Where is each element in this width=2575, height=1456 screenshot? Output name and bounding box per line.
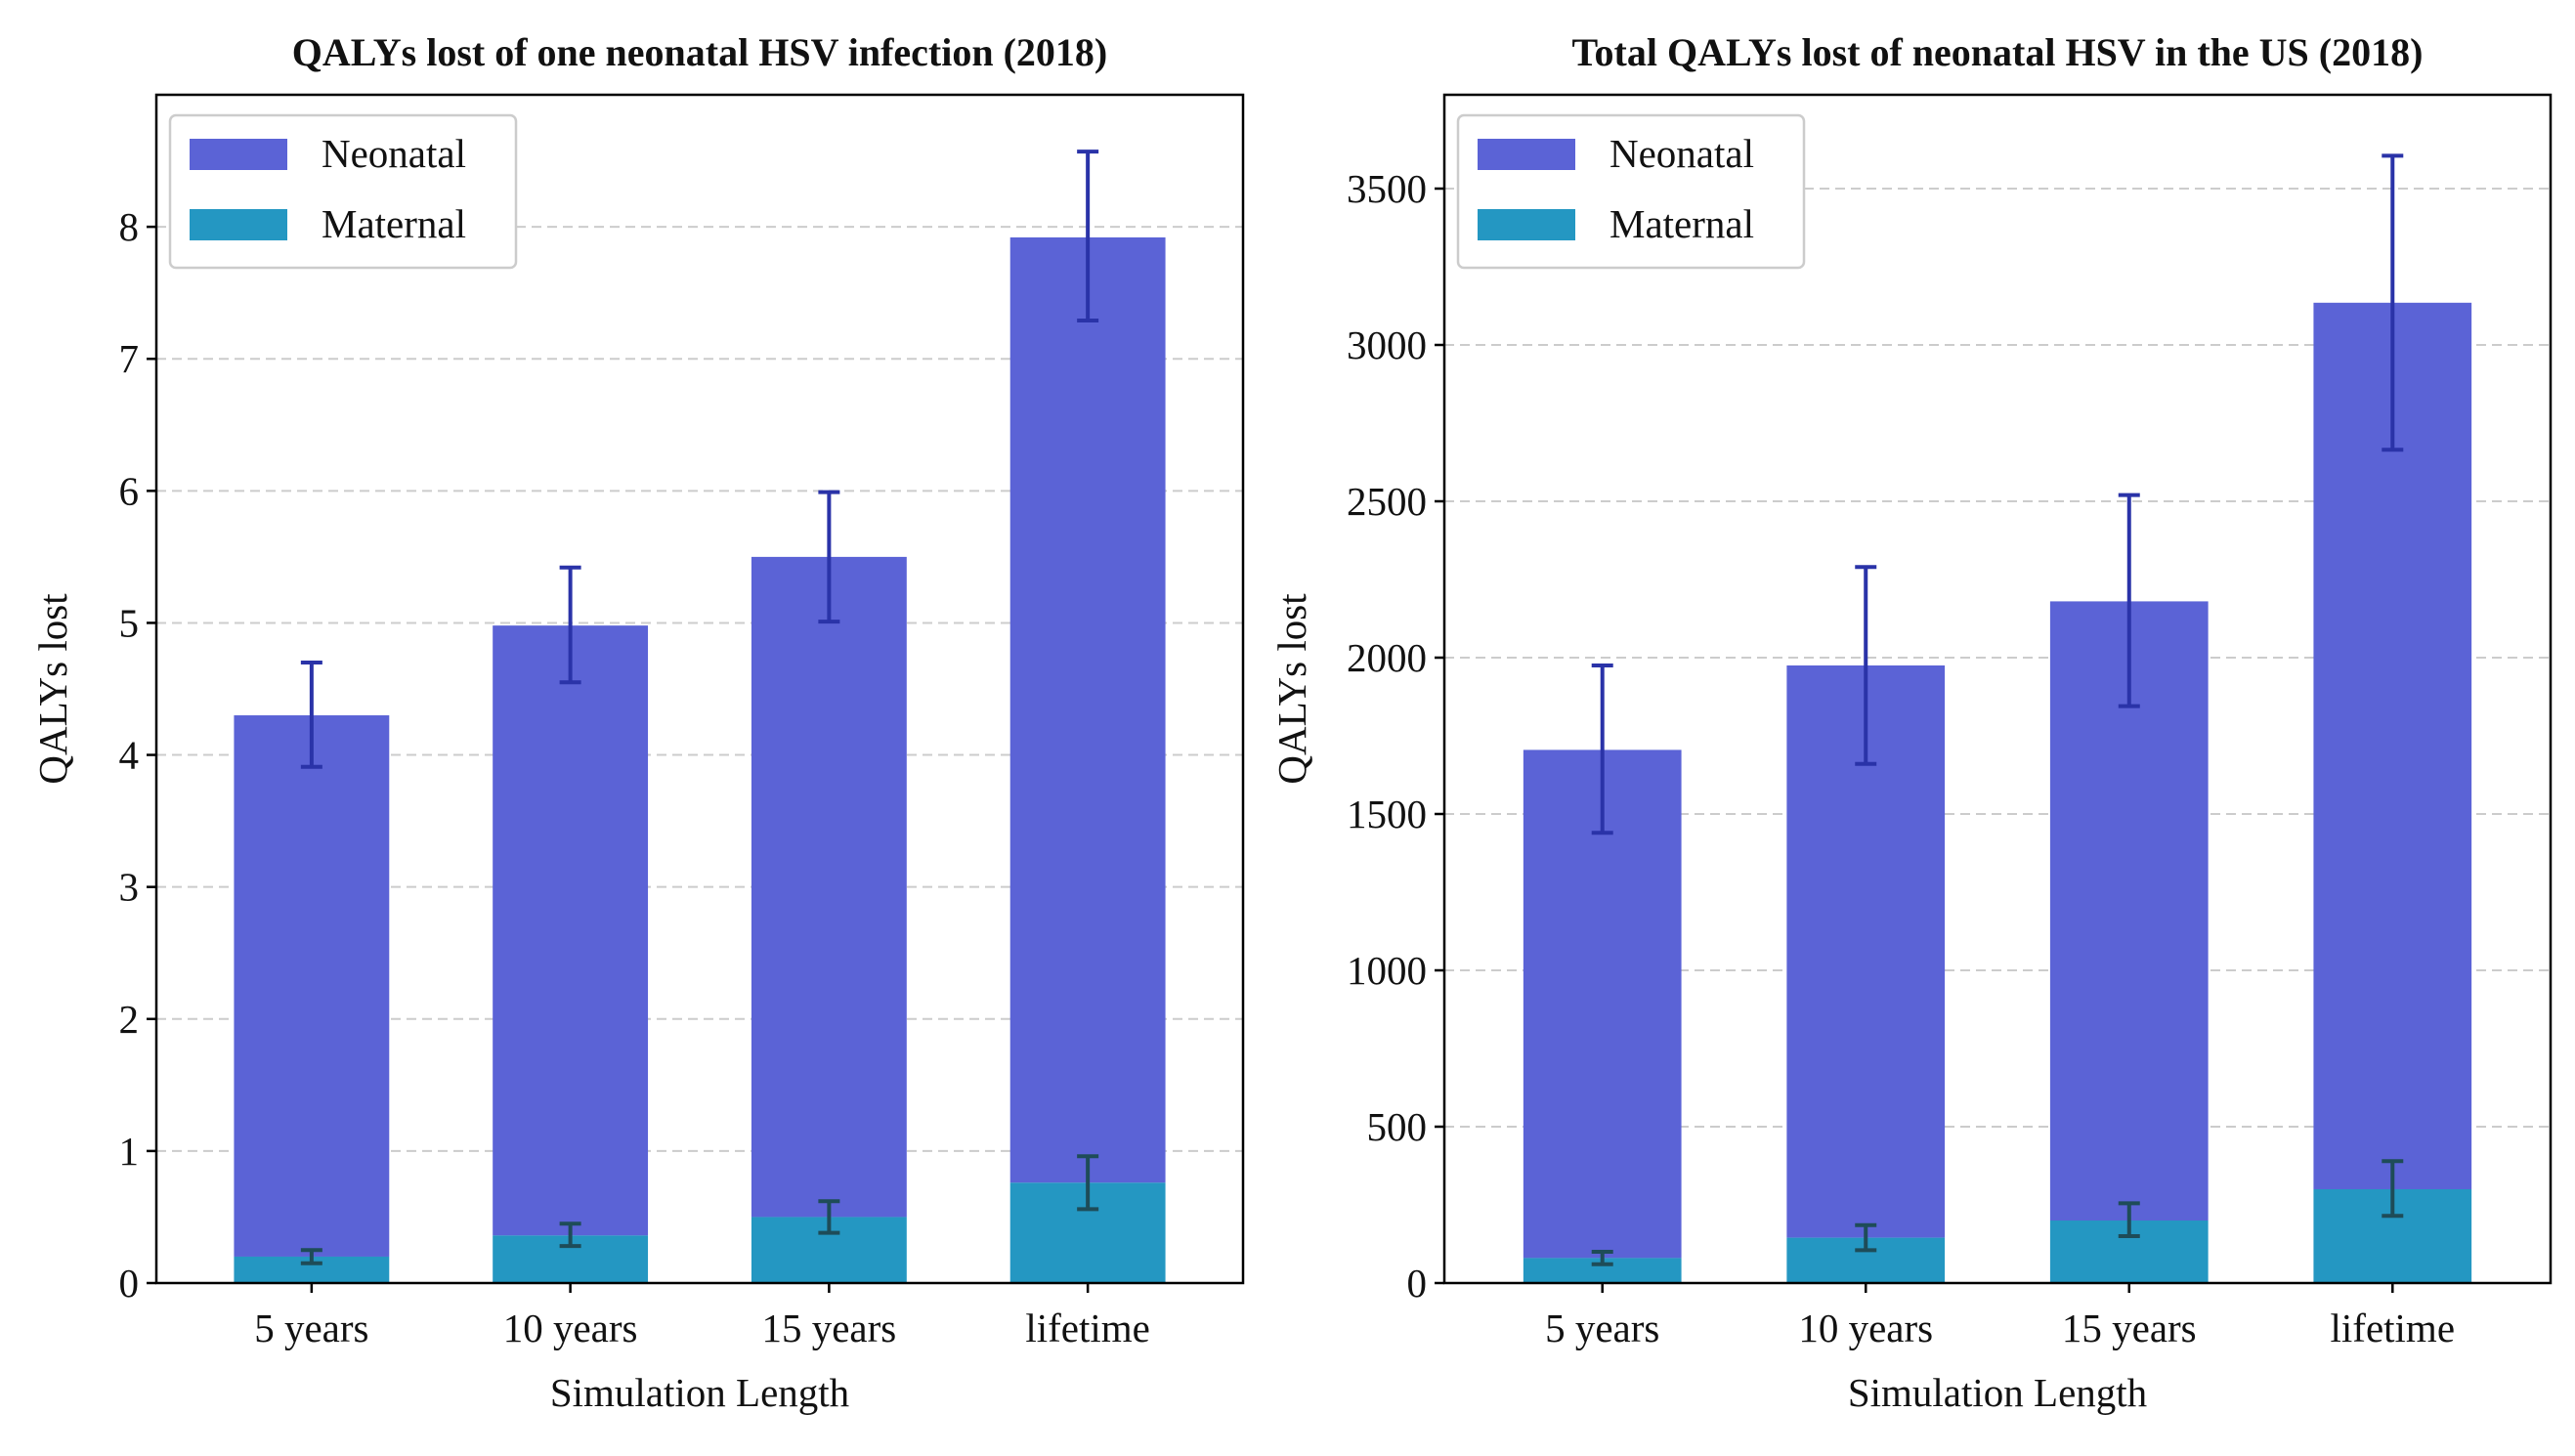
chart-panel-2: 0 500 1000 1500 2000 2500 3000 3500 5 years 10 ye… <box>1269 30 2553 1415</box>
x-tick-label: lifetime <box>1025 1306 1150 1350</box>
y-tick-label: 2500 <box>1347 479 1427 524</box>
x-tick-label: 10 years <box>1798 1306 1933 1350</box>
x-tick-label: 5 years <box>1545 1306 1659 1350</box>
y-tick-label: 1500 <box>1347 792 1427 836</box>
y-tick-label: 8 <box>119 204 140 249</box>
y-tick-label: 0 <box>1407 1261 1428 1306</box>
y-tick-label: 500 <box>1367 1104 1428 1149</box>
chart-title: Total QALYs lost of neonatal HSV in the … <box>1572 30 2424 74</box>
y-tick-label: 0 <box>119 1261 140 1306</box>
legend-label-maternal: Maternal <box>322 201 466 246</box>
plot-frame <box>154 93 1245 1285</box>
x-tick-label: 10 years <box>503 1306 638 1350</box>
y-axis-label: QALYs lost <box>1269 593 1314 785</box>
x-axis-label: Simulation Length <box>550 1370 849 1415</box>
legend-swatch-maternal <box>1478 209 1575 240</box>
y-tick-label: 4 <box>119 733 140 778</box>
y-axis-label: QALYs lost <box>30 593 75 785</box>
chart-title: QALYs lost of one neonatal HSV infection… <box>292 30 1108 74</box>
legend-label-maternal: Maternal <box>1609 201 1754 246</box>
y-tick-label: 7 <box>119 336 140 381</box>
x-tick-label: 15 years <box>2062 1306 2197 1350</box>
x-axis-label: Simulation Length <box>1848 1370 2147 1415</box>
plot-frame <box>1442 93 2553 1285</box>
y-tick-label: 5 <box>119 600 140 645</box>
legend-label-neonatal: Neonatal <box>322 131 466 176</box>
legend-swatch-neonatal <box>190 139 287 170</box>
legend-swatch-neonatal <box>1478 139 1575 170</box>
legend-label-neonatal: Neonatal <box>1609 131 1754 176</box>
bar-neonatal <box>751 556 907 1218</box>
y-tick-label: 3000 <box>1347 322 1427 367</box>
y-tick-label: 3 <box>119 865 140 910</box>
x-tick-label: lifetime <box>2331 1306 2456 1350</box>
y-tick-label: 2 <box>119 997 140 1042</box>
chart-panel-1: 0 1 2 3 4 5 6 7 8 5 years 10 years 15 years lifetime… <box>30 30 1245 1415</box>
bar-neonatal <box>1009 236 1166 1183</box>
x-tick-label: 15 years <box>761 1306 896 1350</box>
x-tick-label: 5 years <box>254 1306 368 1350</box>
y-tick-label: 2000 <box>1347 635 1427 680</box>
bar-neonatal <box>234 715 390 1257</box>
y-tick-label: 1000 <box>1347 948 1427 993</box>
y-tick-label: 1 <box>119 1129 140 1174</box>
legend-swatch-maternal <box>190 209 287 240</box>
bar-neonatal <box>493 625 649 1236</box>
y-tick-label: 3500 <box>1347 166 1427 211</box>
y-tick-label: 6 <box>119 468 140 513</box>
